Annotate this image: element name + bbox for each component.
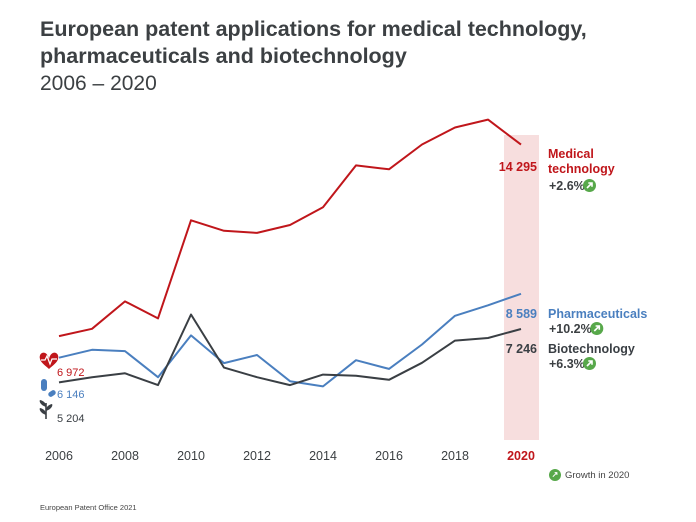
series-name-pharma: Pharmaceuticals bbox=[548, 307, 647, 321]
heart-pulse-icon bbox=[39, 352, 59, 369]
plant-leaf bbox=[39, 408, 46, 415]
series-name-medical: Medical bbox=[548, 147, 594, 161]
series-name-medical: technology bbox=[548, 162, 615, 176]
up-arrow-badge-icon bbox=[583, 179, 596, 192]
plant-leaf bbox=[46, 404, 53, 411]
x-tick-label: 2020 bbox=[507, 449, 535, 463]
x-tick-label: 2016 bbox=[375, 449, 403, 463]
growth-legend-label: Growth in 2020 bbox=[565, 469, 630, 481]
pill-tablet bbox=[48, 390, 56, 397]
up-arrow-badge-icon bbox=[583, 357, 596, 370]
series-line-medical bbox=[58, 118, 522, 338]
chart-subtitle: 2006 – 2020 bbox=[40, 72, 157, 95]
pill-capsule bbox=[41, 379, 47, 391]
end-value-label-medical: 14 295 bbox=[499, 160, 537, 174]
x-tick-label: 2012 bbox=[243, 449, 271, 463]
badge-arrow bbox=[586, 182, 593, 189]
growth-legend: ↗ Growth in 2020 bbox=[549, 469, 629, 481]
growth-label-pharma: +10.2% bbox=[549, 322, 592, 336]
x-tick-label: 2006 bbox=[45, 449, 73, 463]
x-tick-label: 2008 bbox=[111, 449, 139, 463]
end-value-label-biotech: 7 246 bbox=[506, 342, 537, 356]
source-footer: European Patent Office 2021 bbox=[40, 503, 137, 512]
series-line-pharma bbox=[58, 292, 522, 388]
start-value-label-biotech: 5 204 bbox=[57, 413, 85, 425]
pill-icon bbox=[41, 379, 56, 397]
series-line-biotech bbox=[58, 313, 522, 387]
plant-icon bbox=[39, 400, 53, 419]
start-value-label-medical: 6 972 bbox=[57, 367, 85, 379]
x-tick-label: 2014 bbox=[309, 449, 337, 463]
start-value-label-pharma: 6 146 bbox=[57, 389, 85, 401]
badge-arrow bbox=[593, 325, 601, 332]
badge-arrow bbox=[586, 360, 593, 367]
highlight-band-2020 bbox=[504, 135, 539, 440]
series-name-biotech: Biotechnology bbox=[548, 342, 635, 356]
growth-label-medical: +2.6% bbox=[549, 179, 585, 193]
pulse-line bbox=[41, 354, 57, 366]
up-arrow-badge-icon bbox=[590, 322, 604, 335]
plant-leaf bbox=[39, 400, 46, 407]
end-value-label-pharma: 8 589 bbox=[506, 307, 537, 321]
growth-label-biotech: +6.3% bbox=[549, 357, 585, 371]
x-tick-label: 2010 bbox=[177, 449, 205, 463]
up-arrow-badge-icon: ↗ bbox=[549, 469, 561, 481]
chart-title: European patent applications for medical… bbox=[40, 17, 587, 68]
x-tick-label: 2018 bbox=[441, 449, 469, 463]
